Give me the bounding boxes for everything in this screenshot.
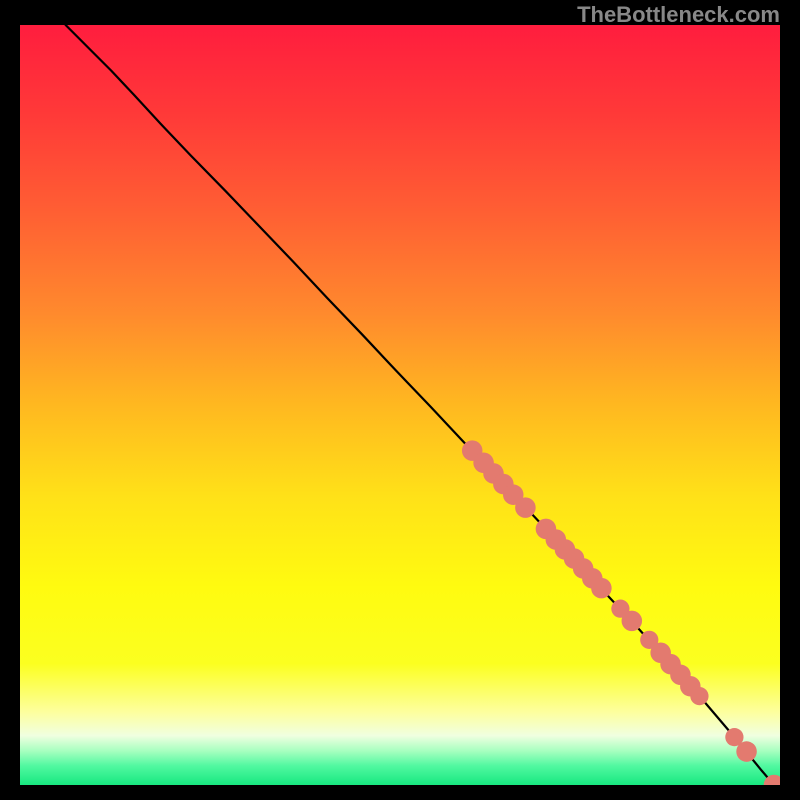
data-point: [591, 578, 612, 599]
data-point: [622, 611, 643, 632]
data-point: [736, 741, 757, 762]
data-point: [515, 497, 536, 518]
watermark-text: TheBottleneck.com: [577, 2, 780, 28]
plot-svg: [20, 25, 780, 785]
data-point: [690, 687, 708, 705]
plot-area: [20, 25, 780, 785]
chart-canvas: TheBottleneck.com: [0, 0, 800, 800]
